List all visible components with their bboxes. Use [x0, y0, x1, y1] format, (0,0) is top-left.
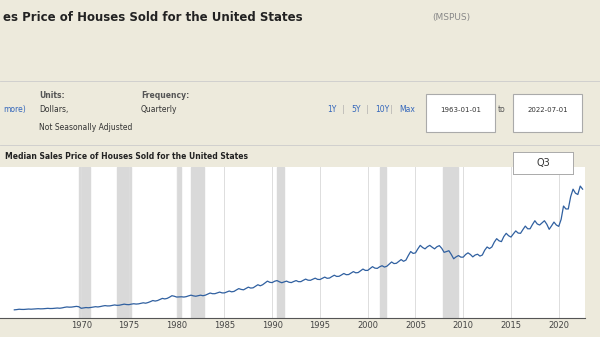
Bar: [79, 167, 90, 318]
Text: Frequency:: Frequency:: [141, 91, 189, 100]
Text: Q3: Q3: [536, 158, 550, 167]
Text: 1963-01-01: 1963-01-01: [440, 106, 481, 113]
Text: |: |: [366, 105, 368, 114]
Text: |: |: [390, 105, 392, 114]
Text: 1Y: 1Y: [327, 105, 337, 114]
Text: Quarterly: Quarterly: [141, 105, 178, 114]
Text: Not Seasonally Adjusted: Not Seasonally Adjusted: [39, 123, 133, 132]
Text: (MSPUS): (MSPUS): [432, 13, 470, 22]
Text: Units:: Units:: [39, 91, 65, 100]
Bar: [380, 167, 386, 318]
Text: to: to: [498, 105, 505, 114]
Text: more): more): [3, 105, 26, 114]
Text: |: |: [342, 105, 344, 114]
Bar: [443, 167, 458, 318]
Bar: [277, 167, 284, 318]
Bar: [117, 167, 131, 318]
Text: Max: Max: [399, 105, 415, 114]
FancyBboxPatch shape: [513, 94, 582, 132]
Text: Dollars,: Dollars,: [39, 105, 68, 114]
Text: 5Y: 5Y: [351, 105, 361, 114]
FancyBboxPatch shape: [426, 94, 495, 132]
Text: 10Y: 10Y: [375, 105, 389, 114]
Text: 2022-07-01: 2022-07-01: [527, 106, 568, 113]
Bar: [191, 167, 205, 318]
Bar: [176, 167, 181, 318]
Text: Median Sales Price of Houses Sold for the United States: Median Sales Price of Houses Sold for th…: [5, 152, 248, 161]
Text: es Price of Houses Sold for the United States: es Price of Houses Sold for the United S…: [3, 11, 302, 24]
